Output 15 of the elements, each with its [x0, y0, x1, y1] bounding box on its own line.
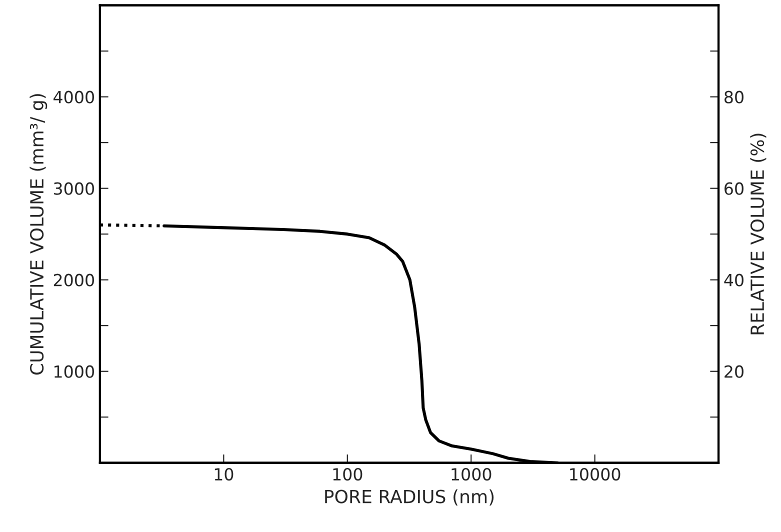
- y-tick-label: 1000: [54, 365, 94, 378]
- y2-tick-label: 60: [724, 182, 744, 195]
- y2-tick-label: 80: [724, 90, 744, 104]
- y2-axis-title: RELATIVE VOLUME (%): [750, 134, 766, 334]
- x-tick-label: 100: [333, 468, 362, 481]
- y2-tick-label: 40: [724, 274, 744, 286]
- y-tick-label: 3000: [54, 182, 94, 195]
- y-tick-label: 4000: [54, 90, 94, 104]
- x-axis-title: PORE RADIUS (nm): [325, 489, 494, 506]
- y-tick-label: 2000: [54, 274, 94, 286]
- x-tick-label: 1000: [452, 468, 492, 481]
- x-tick-label: 10: [214, 468, 234, 481]
- y2-tick-label: 20: [724, 365, 744, 378]
- y-axis-title: CUMULATIVE VOLUME (mm³/ g): [30, 94, 48, 375]
- x-tick-label: 10000: [570, 468, 620, 481]
